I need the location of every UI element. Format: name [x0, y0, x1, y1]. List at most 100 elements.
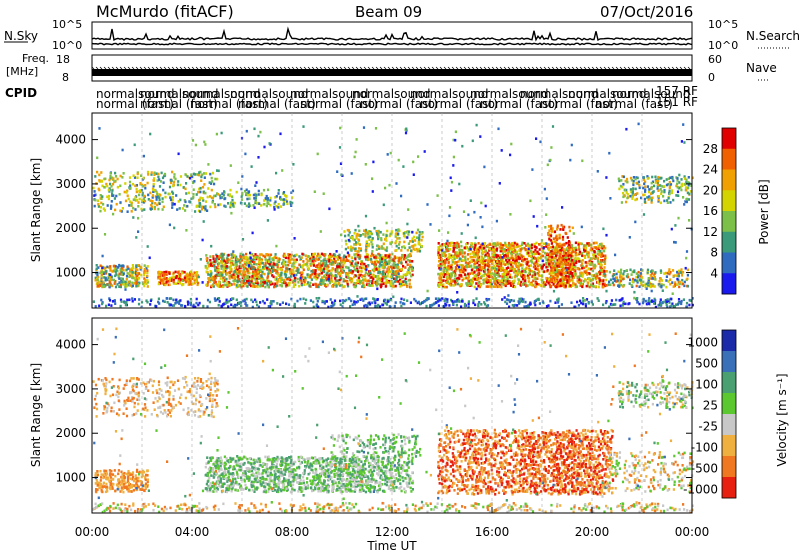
data-cell: [385, 246, 389, 249]
data-cell: [355, 253, 358, 256]
data-cell: [385, 234, 388, 237]
data-cell: [187, 283, 190, 286]
data-cell: [124, 285, 127, 288]
data-cell: [532, 250, 535, 254]
data-cell: [211, 196, 214, 200]
data-cell: [296, 277, 299, 281]
data-cell: [359, 281, 362, 285]
data-cell: [537, 256, 540, 260]
data-cell: [157, 207, 160, 211]
data-cell: [273, 269, 276, 272]
data-cell: [317, 267, 320, 270]
data-cell: [663, 189, 666, 192]
data-cell: [511, 262, 514, 265]
data-cell: [538, 270, 541, 273]
data-cell: [634, 193, 637, 197]
frequency-trace: [91, 66, 692, 76]
data-cell: [110, 204, 113, 208]
data-cell: [558, 263, 561, 266]
data-cell: [353, 275, 356, 279]
data-cell: [447, 282, 450, 285]
data-cell: [681, 271, 685, 274]
data-cell: [509, 247, 512, 251]
data-cell: [581, 262, 584, 265]
nave-mark: [507, 66, 511, 70]
data-cell: [565, 241, 568, 245]
data-cell: [485, 264, 488, 267]
data-cell: [245, 252, 248, 256]
data-cell: [513, 258, 516, 261]
data-cell: [577, 241, 580, 245]
data-cell: [404, 277, 407, 281]
data-cell: [122, 279, 125, 283]
data-cell: [518, 269, 521, 273]
data-cell: [571, 274, 574, 278]
nave-mark: [91, 66, 95, 70]
data-cell: [506, 271, 509, 275]
data-cell: [293, 283, 296, 286]
data-cell: [228, 274, 231, 278]
data-cell: [102, 266, 105, 270]
data-cell: [343, 254, 346, 258]
data-cell: [344, 239, 347, 243]
data-cell: [263, 280, 266, 284]
data-cell: [584, 249, 587, 252]
data-cell: [482, 282, 485, 285]
data-cell: [136, 268, 139, 272]
data-cell: [533, 245, 536, 248]
data-cell: [508, 257, 511, 260]
data-cell: [181, 271, 184, 275]
data-cell: [632, 277, 635, 281]
data-cell: [242, 279, 246, 283]
data-cell: [138, 193, 141, 197]
data-cell: [507, 266, 510, 269]
data-cell: [265, 253, 268, 256]
data-cell: [494, 268, 497, 272]
data-cell: [133, 176, 137, 179]
data-cell: [444, 254, 447, 257]
data-cell: [174, 177, 177, 181]
data-cell: [545, 245, 548, 248]
data-cell: [550, 277, 553, 281]
data-cell: [514, 254, 517, 257]
data-cell: [333, 257, 336, 261]
data-cell: [385, 262, 388, 266]
data-cell: [384, 238, 387, 241]
data-cell: [181, 283, 184, 286]
data-cell: [103, 276, 106, 279]
data-cell: [367, 231, 370, 235]
data-cell: [538, 248, 541, 251]
data-cell: [546, 252, 549, 256]
data-cell: [394, 241, 397, 245]
data-cell: [445, 247, 448, 251]
data-cell: [179, 175, 183, 178]
data-cell: [505, 245, 508, 249]
nave-mark: [259, 66, 263, 70]
nave-mark: [555, 66, 559, 70]
data-cell: [367, 258, 370, 261]
data-cell: [586, 281, 589, 284]
data-cell: [392, 261, 395, 265]
data-cell: [545, 258, 548, 262]
data-cell: [242, 268, 246, 271]
data-cell: [526, 263, 529, 266]
data-cell: [408, 230, 411, 234]
data-cell: [451, 260, 454, 264]
data-cell: [94, 175, 97, 178]
data-cell: [335, 283, 338, 287]
data-cell: [346, 272, 350, 275]
data-cell: [652, 273, 656, 277]
data-cell: [687, 183, 690, 187]
cpid-mode-label: normalsound: [612, 87, 690, 101]
data-cell: [282, 259, 285, 262]
data-cell: [177, 280, 180, 283]
data-cell: [106, 195, 109, 199]
data-cell: [409, 285, 413, 289]
data-cell: [237, 259, 240, 262]
data-cell: [497, 281, 500, 284]
data-cell: [568, 229, 571, 233]
data-cell: [615, 276, 618, 279]
data-cell: [401, 275, 404, 279]
data-cell: [110, 200, 113, 203]
data-cell: [399, 285, 402, 288]
